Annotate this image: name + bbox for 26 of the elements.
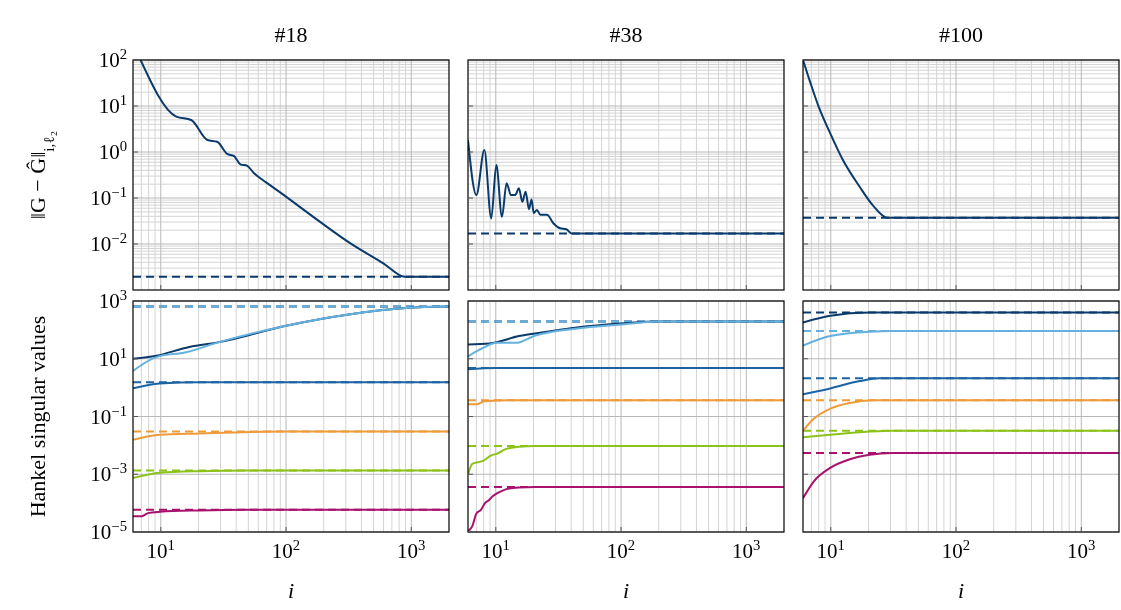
y-tick-label: 10$^{0}$ — [98, 138, 127, 164]
chart-title: #18 — [274, 22, 308, 47]
x-tick-label: 10$^{3}$ — [397, 537, 426, 563]
chart-title: #100 — [939, 22, 983, 47]
y-tick-label: 10$^{1}$ — [98, 344, 127, 371]
y-tick-label: 10$^{3}$ — [98, 287, 127, 313]
x-tick-label: 10$^{3}$ — [1067, 537, 1096, 563]
x-tick-label: 10$^{2}$ — [941, 537, 971, 563]
y-tick-label: 10$^{−1}$ — [90, 184, 127, 210]
y-tick-label: 10$^{−2}$ — [90, 230, 127, 256]
x-tick-label: 10$^{2}$ — [271, 537, 301, 563]
y-tick-label: 10$^{−3}$ — [90, 460, 127, 487]
x-tick-label: 10$^{3}$ — [732, 537, 761, 563]
x-tick-label: 10$^{2}$ — [606, 537, 636, 563]
y-tick-label: 10$^{2}$ — [98, 46, 127, 72]
x-tick-label: 10$^{1}$ — [146, 537, 175, 563]
y-tick-label: 10$^{−5}$ — [90, 518, 127, 544]
y-tick-label: 10$^{1}$ — [98, 92, 127, 118]
x-axis-title: i — [287, 578, 295, 603]
x-axis-title: i — [957, 578, 965, 603]
x-axis-title: i — [622, 578, 630, 603]
chart-title: #38 — [609, 22, 643, 47]
x-tick-label: 10$^{1}$ — [481, 537, 510, 563]
y-axis-title: Hankel singular values — [25, 315, 50, 518]
x-tick-label: 10$^{1}$ — [816, 537, 845, 563]
y-tick-label: 10$^{−1}$ — [90, 402, 127, 429]
